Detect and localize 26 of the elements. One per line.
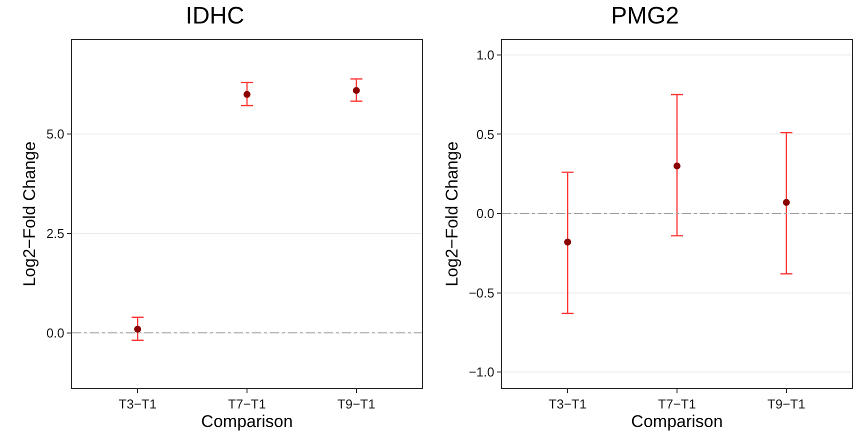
y-axis-title: Log2−Fold Change [20,141,39,287]
y-tick-label: 0.0 [476,206,494,222]
point [134,326,142,333]
y-tick-label: 1.0 [476,47,494,62]
y-tick-label: 0.0 [46,325,64,340]
x-tick-label: T9−T1 [767,396,806,412]
y-tick-label: 0.5 [476,126,494,142]
point [244,90,250,98]
x-tick-label: T3−T1 [118,396,157,412]
y-axis-title: Log2−Fold Change [442,141,462,287]
x-axis-title: Comparison [631,412,723,431]
x-tick-label: T7−T1 [658,396,696,412]
y-tick-label: 5.0 [46,126,64,142]
y-tick-label: −0.5 [468,285,494,300]
y-tick-label: −1.0 [468,364,494,380]
x-tick-label: T9−T1 [337,396,376,412]
chart-title: PMG2 [610,2,680,30]
y-tick-label: 2.5 [46,226,64,242]
point [782,198,790,206]
x-tick-label: T3−T1 [548,396,587,412]
chart-title: IDHC [186,2,244,30]
point [674,162,680,170]
point [564,238,572,246]
x-axis-title: Comparison [201,412,293,431]
point [352,86,360,94]
x-tick-label: T7−T1 [228,396,266,412]
